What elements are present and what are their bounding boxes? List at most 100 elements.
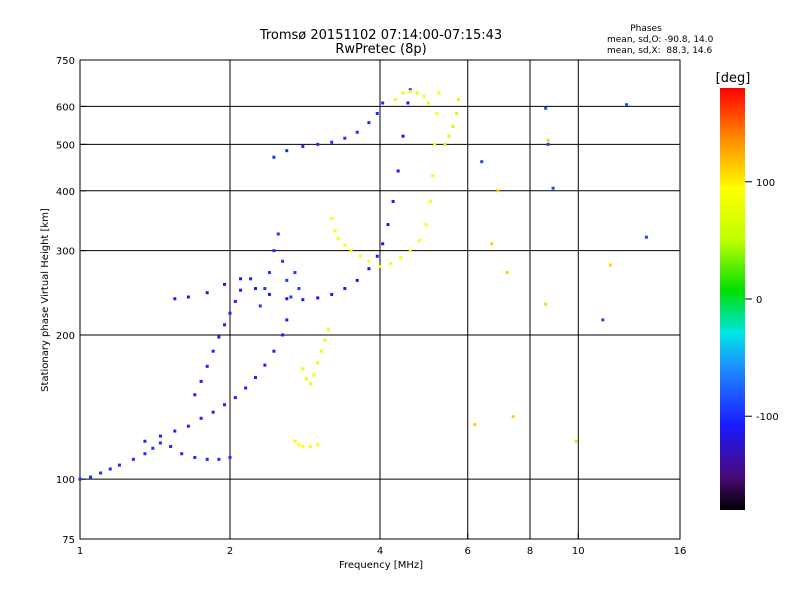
series-group — [480, 103, 648, 322]
data-point — [99, 471, 103, 475]
data-point — [326, 328, 330, 332]
series-group — [193, 277, 253, 397]
data-point — [117, 463, 121, 467]
stats-heading: Phases — [630, 24, 662, 34]
axis-ticks: 1 2 4 6 8 10 16 75 100 200 300 400 500 600 750 — [56, 56, 686, 557]
data-point — [505, 271, 509, 275]
data-point — [297, 443, 301, 447]
data-point — [316, 296, 320, 300]
series-group — [301, 328, 330, 386]
data-point — [546, 138, 550, 142]
data-point — [319, 349, 323, 353]
data-point — [301, 144, 305, 148]
data-point — [330, 217, 334, 221]
data-point — [223, 323, 227, 327]
data-point — [272, 349, 276, 353]
series-group — [443, 98, 461, 146]
data-point — [233, 396, 237, 400]
x-tick-label: 8 — [527, 546, 533, 557]
colorbar-ticks: 100 0 -100 — [745, 178, 779, 423]
data-point — [193, 393, 197, 397]
data-point — [457, 98, 461, 102]
data-point — [173, 429, 177, 433]
data-point — [426, 101, 430, 105]
data-point — [78, 477, 82, 481]
data-point — [297, 287, 301, 291]
data-point — [263, 363, 267, 367]
data-point — [228, 311, 232, 315]
data-point — [511, 415, 515, 419]
data-point — [205, 291, 209, 295]
data-point — [293, 439, 297, 443]
y-tick-label: 500 — [56, 140, 75, 151]
series-group — [272, 101, 385, 159]
series-group — [78, 441, 232, 481]
data-point — [272, 249, 276, 253]
colorbar-tick-label: 100 — [756, 178, 775, 189]
series-group — [173, 88, 412, 302]
data-point — [186, 424, 190, 428]
data-point — [343, 243, 347, 247]
series-group — [394, 89, 430, 105]
data-point — [308, 444, 312, 448]
data-point — [193, 455, 197, 459]
data-point — [381, 101, 385, 105]
series-group — [143, 318, 289, 443]
data-point — [431, 174, 435, 178]
data-point — [330, 140, 334, 144]
y-tick-label: 400 — [56, 187, 75, 198]
data-point — [644, 235, 648, 239]
data-point — [199, 379, 203, 383]
data-point — [143, 452, 147, 456]
data-point — [281, 259, 285, 263]
y-tick-label: 100 — [56, 475, 75, 486]
data-point — [367, 121, 371, 125]
data-point — [367, 259, 371, 263]
data-point — [406, 101, 410, 105]
data-point — [349, 249, 353, 253]
x-tick-label: 1 — [77, 546, 83, 557]
stats-o: mean, sd,O: -90.8, 14.0 — [607, 35, 714, 45]
y-axis-label: Stationary phase Virtual Height [km] — [40, 208, 51, 392]
x-tick-label: 2 — [227, 546, 233, 557]
colorbar-tick-label: -100 — [756, 412, 779, 423]
data-point — [417, 238, 421, 242]
data-point — [386, 223, 390, 227]
data-point — [131, 457, 135, 461]
data-point — [375, 254, 379, 258]
data-point — [381, 242, 385, 246]
data-point — [180, 452, 184, 456]
data-point — [408, 89, 412, 93]
data-point — [544, 106, 548, 110]
data-point — [312, 373, 316, 377]
data-point — [428, 199, 432, 203]
data-point — [355, 278, 359, 282]
data-point — [415, 91, 419, 95]
data-point — [358, 254, 362, 258]
y-tick-label: 75 — [62, 535, 75, 546]
data-point — [333, 229, 337, 233]
data-points — [78, 88, 648, 481]
data-point — [316, 361, 320, 365]
data-point — [551, 186, 555, 190]
data-point — [239, 277, 243, 281]
data-point — [437, 91, 441, 95]
data-point — [401, 91, 405, 95]
data-point — [158, 441, 162, 445]
series-group — [330, 91, 441, 268]
x-axis-label: Frequency [MHz] — [339, 560, 423, 571]
grid — [80, 60, 680, 539]
y-tick-label: 300 — [56, 247, 75, 258]
data-point — [435, 111, 439, 115]
data-point — [285, 278, 289, 282]
data-point — [601, 318, 605, 322]
data-point — [378, 264, 382, 268]
data-point — [205, 364, 209, 368]
data-point — [490, 242, 494, 246]
data-point — [223, 282, 227, 286]
data-point — [267, 292, 271, 296]
data-point — [211, 410, 215, 414]
data-point — [401, 134, 405, 138]
data-point — [394, 98, 398, 102]
data-point — [546, 142, 550, 146]
